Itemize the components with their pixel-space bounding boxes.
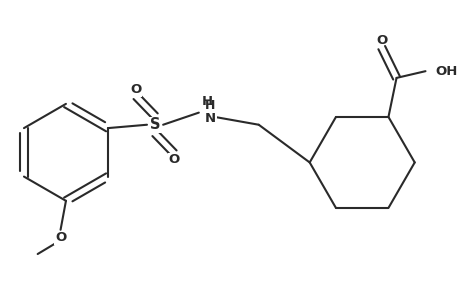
Text: S: S (150, 117, 160, 132)
Text: OH: OH (435, 65, 457, 78)
Text: O: O (375, 34, 386, 47)
Text: O: O (130, 83, 141, 96)
Text: O: O (168, 153, 179, 166)
Text: O: O (55, 231, 66, 244)
Text: H: H (201, 95, 212, 108)
Text: H
N: H N (205, 99, 215, 127)
Text: N: N (204, 112, 215, 124)
